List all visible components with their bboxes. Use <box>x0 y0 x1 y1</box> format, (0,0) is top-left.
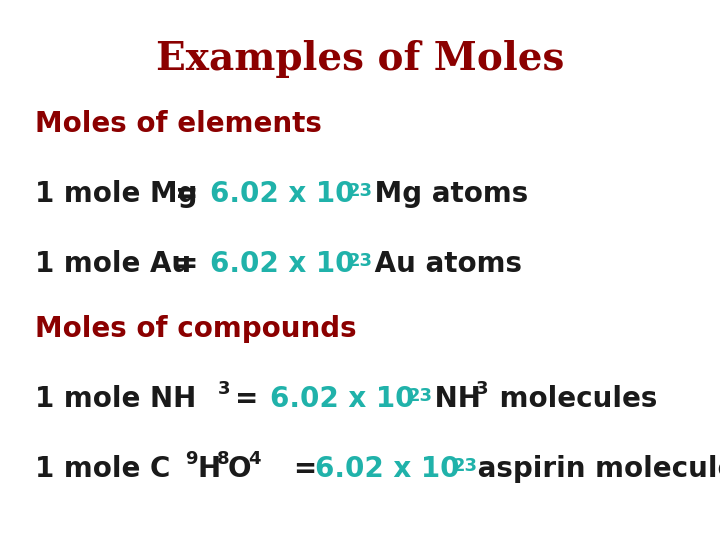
Text: Moles of compounds: Moles of compounds <box>35 315 356 343</box>
Text: 1 mole NH: 1 mole NH <box>35 385 197 413</box>
Text: 6.02 x 10: 6.02 x 10 <box>270 385 415 413</box>
Text: 8: 8 <box>217 450 230 468</box>
Text: 3: 3 <box>476 380 488 398</box>
Text: Examples of Moles: Examples of Moles <box>156 40 564 78</box>
Text: 23: 23 <box>453 457 478 475</box>
Text: 1 mole Mg: 1 mole Mg <box>35 180 197 208</box>
Text: =: = <box>175 180 199 208</box>
Text: 6.02 x 10: 6.02 x 10 <box>210 180 354 208</box>
Text: 1 mole C: 1 mole C <box>35 455 171 483</box>
Text: O: O <box>228 455 251 483</box>
Text: Moles of elements: Moles of elements <box>35 110 322 138</box>
Text: 3: 3 <box>218 380 230 398</box>
Text: =: = <box>235 385 258 413</box>
Text: Mg atoms: Mg atoms <box>365 180 528 208</box>
Text: aspirin molecules: aspirin molecules <box>468 455 720 483</box>
Text: 6.02 x 10: 6.02 x 10 <box>315 455 459 483</box>
Text: 23: 23 <box>408 387 433 405</box>
Text: 4: 4 <box>248 450 261 468</box>
Text: H: H <box>198 455 221 483</box>
Text: molecules: molecules <box>490 385 657 413</box>
Text: =: = <box>265 455 318 483</box>
Text: 23: 23 <box>348 252 373 270</box>
Text: 1 mole Au: 1 mole Au <box>35 250 192 278</box>
Text: 6.02 x 10: 6.02 x 10 <box>210 250 354 278</box>
Text: NH: NH <box>425 385 481 413</box>
Text: =: = <box>175 250 199 278</box>
Text: 23: 23 <box>348 182 373 200</box>
Text: Au atoms: Au atoms <box>365 250 522 278</box>
Text: 9: 9 <box>185 450 197 468</box>
